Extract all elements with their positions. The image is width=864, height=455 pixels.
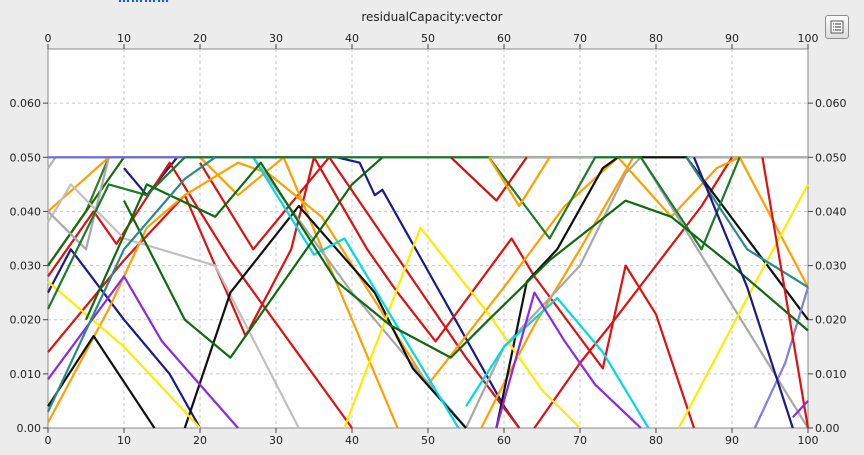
y-tick-label-left: 0.00 — [17, 422, 42, 435]
chart-title: residualCapacity:vector — [361, 10, 503, 24]
series-line-20 — [343, 226, 581, 429]
series-line-37 — [487, 156, 551, 208]
x-tick-label-bottom: 40 — [345, 434, 359, 447]
x-tick-label-bottom: 30 — [269, 434, 283, 447]
series-line-36 — [450, 156, 528, 202]
y-tick-label-left: 0.020 — [10, 314, 42, 327]
x-tick-label-bottom: 90 — [725, 434, 739, 447]
series-line-13 — [47, 183, 300, 429]
x-tick-label-top: 70 — [573, 32, 587, 45]
y-tick-label-right: 0.020 — [815, 314, 847, 327]
series-line-4 — [47, 248, 201, 429]
series-line-6 — [47, 156, 696, 429]
series-line-16 — [47, 334, 156, 429]
y-tick-label-right: 0.00 — [815, 422, 840, 435]
series-line-35 — [791, 400, 809, 418]
x-tick-label-top: 0 — [45, 32, 52, 45]
series-line-29 — [84, 161, 809, 359]
series-line-17 — [183, 204, 467, 429]
y-tick-label-right: 0.030 — [815, 260, 847, 273]
y-tick-label-left: 0.060 — [10, 97, 42, 110]
x-tick-label-bottom: 100 — [798, 434, 819, 447]
y-tick-label-left: 0.010 — [10, 368, 42, 381]
axis-layer: 0 0 10 10 20 20 30 30 40 40 50 50 60 60 70 70 80 80 90 90 10… — [10, 32, 847, 447]
series-line-10 — [47, 156, 809, 424]
y-tick-label-right: 0.010 — [815, 368, 847, 381]
series-line-24 — [47, 275, 239, 429]
x-tick-label-bottom: 80 — [649, 434, 663, 447]
y-tick-label-right: 0.040 — [815, 205, 847, 218]
x-tick-label-bottom: 20 — [193, 434, 207, 447]
x-tick-label-bottom: 60 — [497, 434, 511, 447]
chart-options-button[interactable] — [825, 15, 849, 39]
x-tick-label-top: 60 — [497, 32, 511, 45]
x-tick-label-bottom: 0 — [45, 434, 52, 447]
series-line-22 — [252, 156, 460, 429]
top-stub-text: ………… — [118, 0, 188, 3]
x-tick-label-top: 90 — [725, 32, 739, 45]
series-line-34 — [761, 157, 810, 429]
series-layer — [47, 156, 810, 429]
series-line-31 — [47, 156, 216, 413]
series-line-11 — [47, 156, 399, 429]
x-tick-label-top: 80 — [649, 32, 663, 45]
x-tick-label-bottom: 10 — [117, 434, 131, 447]
list-icon — [830, 20, 844, 34]
series-line-25 — [495, 291, 642, 429]
series-line-12 — [480, 156, 635, 429]
y-tick-label-left: 0.040 — [10, 205, 42, 218]
x-tick-label-top: 50 — [421, 32, 435, 45]
y-tick-label-right: 0.060 — [815, 97, 847, 110]
x-tick-label-top: 40 — [345, 32, 359, 45]
series-line-19 — [47, 280, 201, 429]
x-tick-label-top: 30 — [269, 32, 283, 45]
y-tick-label-left: 0.030 — [10, 260, 42, 273]
x-tick-label-top: 10 — [117, 32, 131, 45]
series-line-33 — [692, 156, 794, 429]
x-tick-label-bottom: 50 — [421, 434, 435, 447]
series-line-28 — [47, 156, 741, 310]
series-line-23 — [465, 297, 650, 429]
series-line-21 — [677, 183, 809, 429]
y-tick-label-left: 0.050 — [10, 151, 42, 164]
x-tick-label-top: 20 — [193, 32, 207, 45]
x-tick-label-bottom: 70 — [573, 434, 587, 447]
series-line-27 — [753, 286, 810, 429]
y-tick-label-right: 0.050 — [815, 151, 847, 164]
series-line-7 — [47, 161, 353, 429]
series-line-9 — [533, 156, 733, 429]
x-tick-label-top: 100 — [798, 32, 819, 45]
series-line-30 — [123, 156, 384, 359]
